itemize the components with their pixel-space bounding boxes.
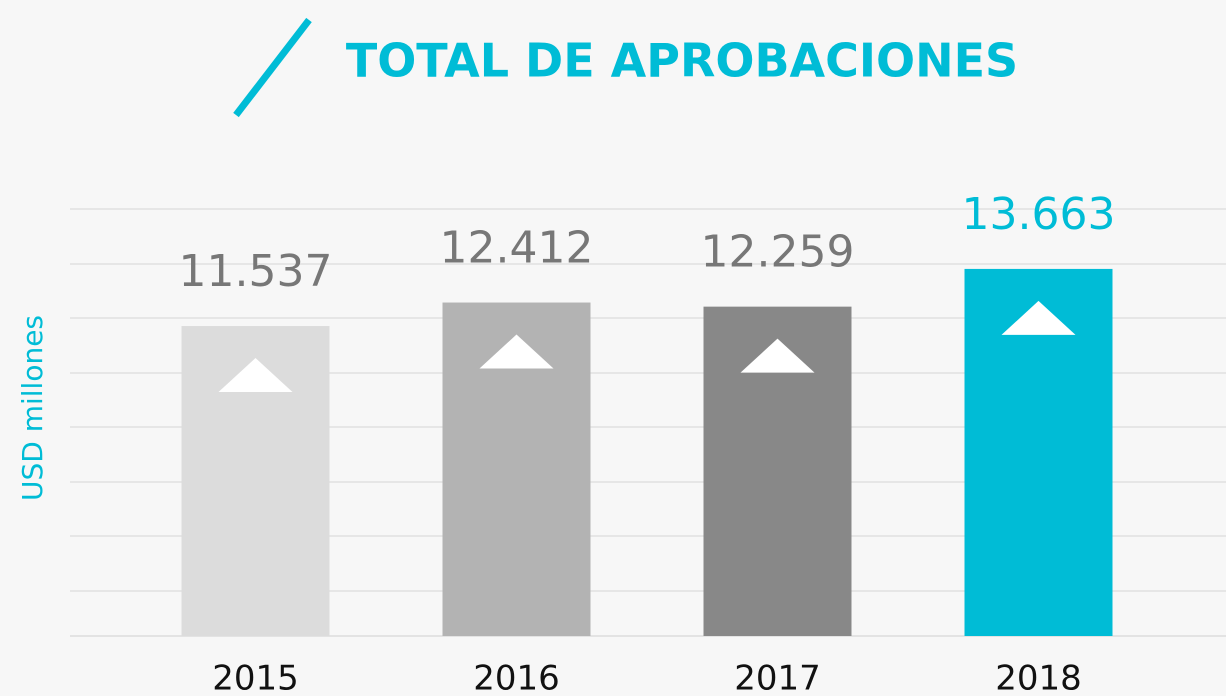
value-label: 11.537 xyxy=(179,246,333,297)
x-tick-label: 2017 xyxy=(734,659,821,696)
y-axis-label: USD millones xyxy=(16,315,49,501)
value-label: 12.259 xyxy=(701,227,855,278)
bar-arrow xyxy=(740,338,815,373)
bar-arrow xyxy=(1001,300,1076,335)
value-label: 12.412 xyxy=(440,223,594,274)
x-tick-label: 2016 xyxy=(473,659,560,696)
x-tick-label: 2015 xyxy=(212,659,299,696)
x-tick-label: 2018 xyxy=(995,659,1082,696)
value-label: 13.663 xyxy=(962,189,1116,240)
bar-arrow xyxy=(479,334,554,369)
chart-title: TOTAL DE APROBACIONES xyxy=(346,34,1018,88)
bar-arrow xyxy=(218,358,293,393)
title-slash xyxy=(233,17,312,118)
